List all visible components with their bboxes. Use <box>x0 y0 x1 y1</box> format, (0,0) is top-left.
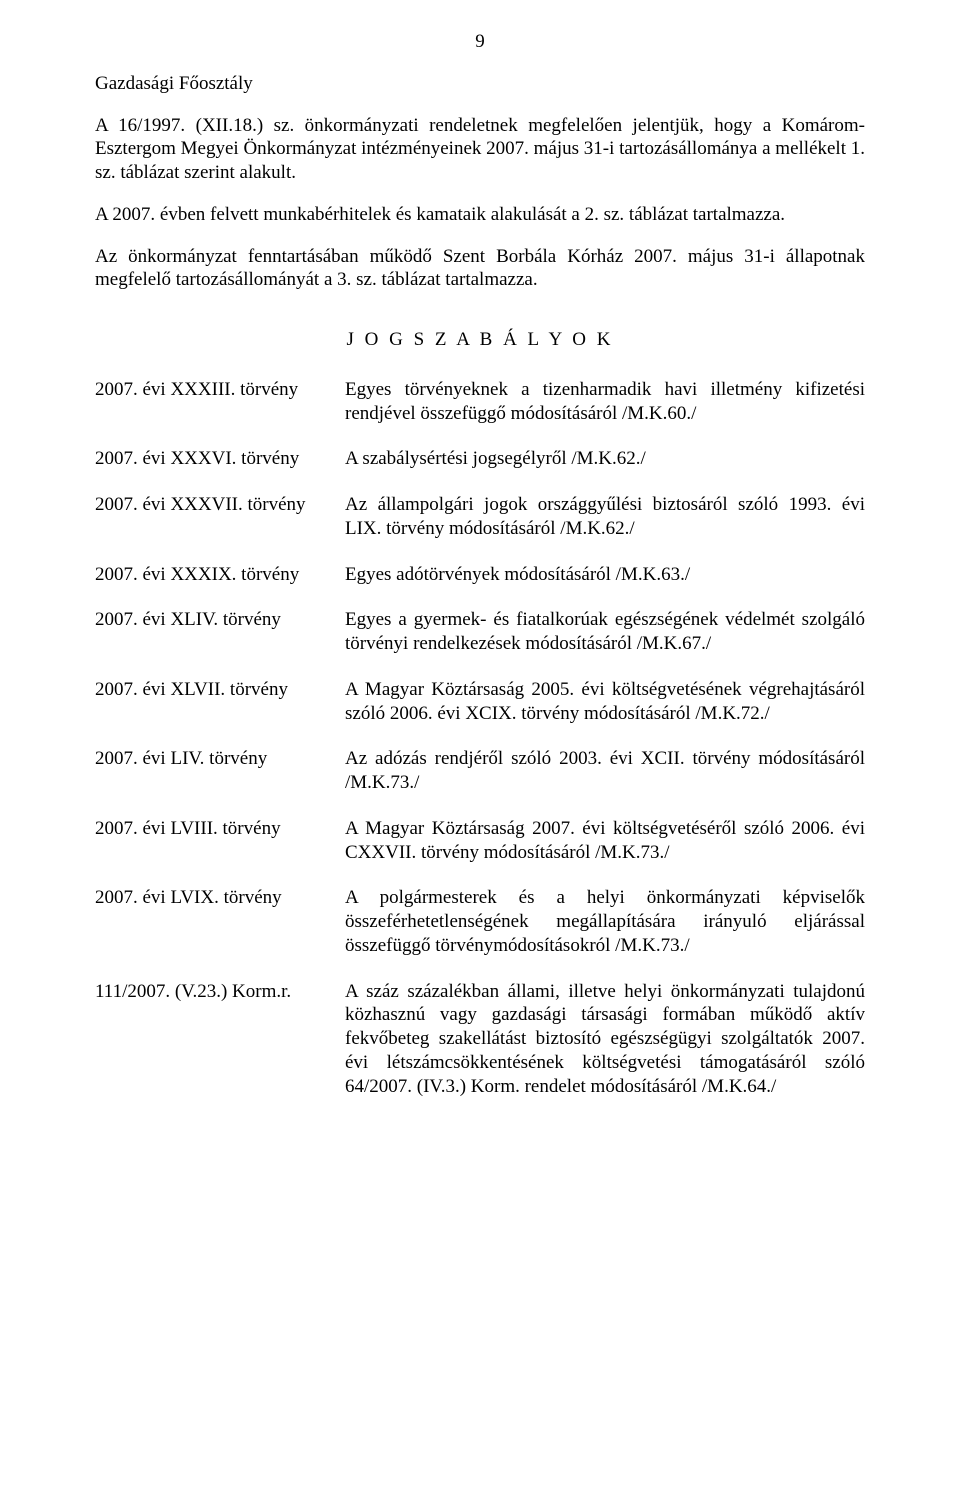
law-reference: 2007. évi XLIV. törvény <box>95 608 345 632</box>
law-reference: 111/2007. (V.23.) Korm.r. <box>95 980 345 1004</box>
law-description: Egyes törvényeknek a tizenharmadik havi … <box>345 378 865 426</box>
law-reference: 2007. évi XXXIII. törvény <box>95 378 345 402</box>
law-row: 2007. évi XLIV. törvényEgyes a gyermek- … <box>95 608 865 656</box>
law-description: Egyes a gyermek- és fiatalkorúak egészsé… <box>345 608 865 656</box>
page-number: 9 <box>95 30 865 54</box>
section-heading: J O G S Z A B Á L Y O K <box>95 328 865 352</box>
law-reference: 2007. évi XXXVII. törvény <box>95 493 345 517</box>
laws-list: 2007. évi XXXIII. törvényEgyes törvények… <box>95 378 865 1099</box>
intro-heading: Gazdasági Főosztály <box>95 72 865 96</box>
law-description: A polgármesterek és a helyi önkormányzat… <box>345 886 865 957</box>
law-row: 111/2007. (V.23.) Korm.r.A száz százalék… <box>95 980 865 1099</box>
law-reference: 2007. évi LIV. törvény <box>95 747 345 771</box>
law-row: 2007. évi XXXIII. törvényEgyes törvények… <box>95 378 865 426</box>
law-row: 2007. évi XXXVII. törvényAz állampolgári… <box>95 493 865 541</box>
intro-paragraph-1: A 16/1997. (XII.18.) sz. önkormányzati r… <box>95 114 865 185</box>
law-row: 2007. évi LVIII. törvényA Magyar Köztárs… <box>95 817 865 865</box>
law-description: A Magyar Köztársaság 2005. évi költségve… <box>345 678 865 726</box>
law-row: 2007. évi XXXVI. törvényA szabálysértési… <box>95 447 865 471</box>
intro-paragraph-3: Az önkormányzat fenntartásában működő Sz… <box>95 245 865 293</box>
law-description: Az adózás rendjéről szóló 2003. évi XCII… <box>345 747 865 795</box>
law-description: Az állampolgári jogok országgyűlési bizt… <box>345 493 865 541</box>
intro-paragraph-2: A 2007. évben felvett munkabérhitelek és… <box>95 203 865 227</box>
intro-block: Gazdasági Főosztály <box>95 72 865 96</box>
law-reference: 2007. évi XLVII. törvény <box>95 678 345 702</box>
law-row: 2007. évi XLVII. törvényA Magyar Köztárs… <box>95 678 865 726</box>
law-description: Egyes adótörvények módosításáról /M.K.63… <box>345 563 865 587</box>
law-reference: 2007. évi XXXVI. törvény <box>95 447 345 471</box>
law-reference: 2007. évi LVIII. törvény <box>95 817 345 841</box>
law-row: 2007. évi LIV. törvényAz adózás rendjérő… <box>95 747 865 795</box>
law-row: 2007. évi XXXIX. törvényEgyes adótörvény… <box>95 563 865 587</box>
law-description: A Magyar Köztársaság 2007. évi költségve… <box>345 817 865 865</box>
law-description: A száz százalékban állami, illetve helyi… <box>345 980 865 1099</box>
law-description: A szabálysértési jogsegélyről /M.K.62./ <box>345 447 865 471</box>
law-row: 2007. évi LVIX. törvényA polgármesterek … <box>95 886 865 957</box>
law-reference: 2007. évi XXXIX. törvény <box>95 563 345 587</box>
law-reference: 2007. évi LVIX. törvény <box>95 886 345 910</box>
